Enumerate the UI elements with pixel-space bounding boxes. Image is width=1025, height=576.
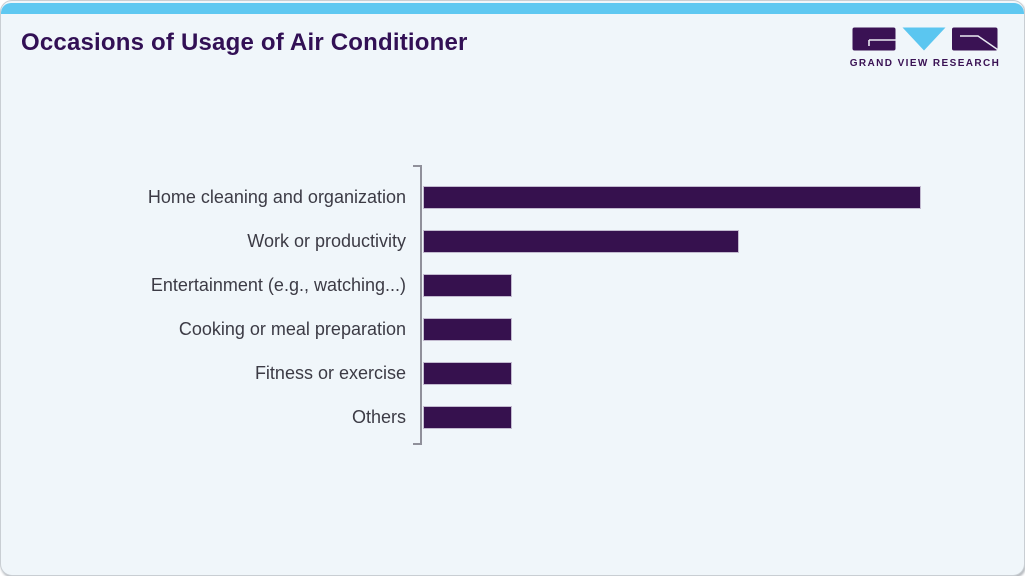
category-label: Home cleaning and organization: [147, 186, 406, 207]
bar-track: [423, 273, 1001, 297]
bar: [423, 185, 921, 209]
bar: [423, 273, 512, 297]
bar-track: [423, 229, 1001, 253]
bar: [423, 361, 512, 385]
chart-row: Entertainment (e.g., watching...): [1, 263, 1006, 307]
category-label: Cooking or meal preparation: [178, 318, 406, 339]
chart-rows: Home cleaning and organization Work or pr…: [1, 175, 1006, 439]
y-axis-line: [413, 165, 422, 445]
bar: [423, 405, 512, 429]
accent-top-strip: [1, 3, 1024, 14]
chart-row: Home cleaning and organization: [1, 175, 1006, 219]
category-label: Others: [351, 406, 406, 427]
bar-track: [423, 317, 1001, 341]
gvr-logo-icon: [852, 27, 998, 51]
bar-track: [423, 361, 1001, 385]
bar: [423, 317, 512, 341]
bar: [423, 229, 739, 253]
chart-row: Fitness or exercise: [1, 351, 1006, 395]
category-label: Work or productivity: [247, 230, 406, 251]
brand-logo: GRAND VIEW RESEARCH: [849, 27, 1001, 69]
category-label: Entertainment (e.g., watching...): [150, 274, 406, 295]
category-label: Fitness or exercise: [254, 362, 406, 383]
bar-track: [423, 405, 1001, 429]
bar-track: [423, 185, 1001, 209]
chart-row: Others: [1, 395, 1006, 439]
bar-chart: Home cleaning and organization Work or pr…: [1, 165, 1011, 455]
brand-logo-text: GRAND VIEW RESEARCH: [849, 58, 1001, 69]
chart-row: Cooking or meal preparation: [1, 307, 1006, 351]
chart-row: Work or productivity: [1, 219, 1006, 263]
page-title: Occasions of Usage of Air Conditioner: [21, 29, 468, 56]
